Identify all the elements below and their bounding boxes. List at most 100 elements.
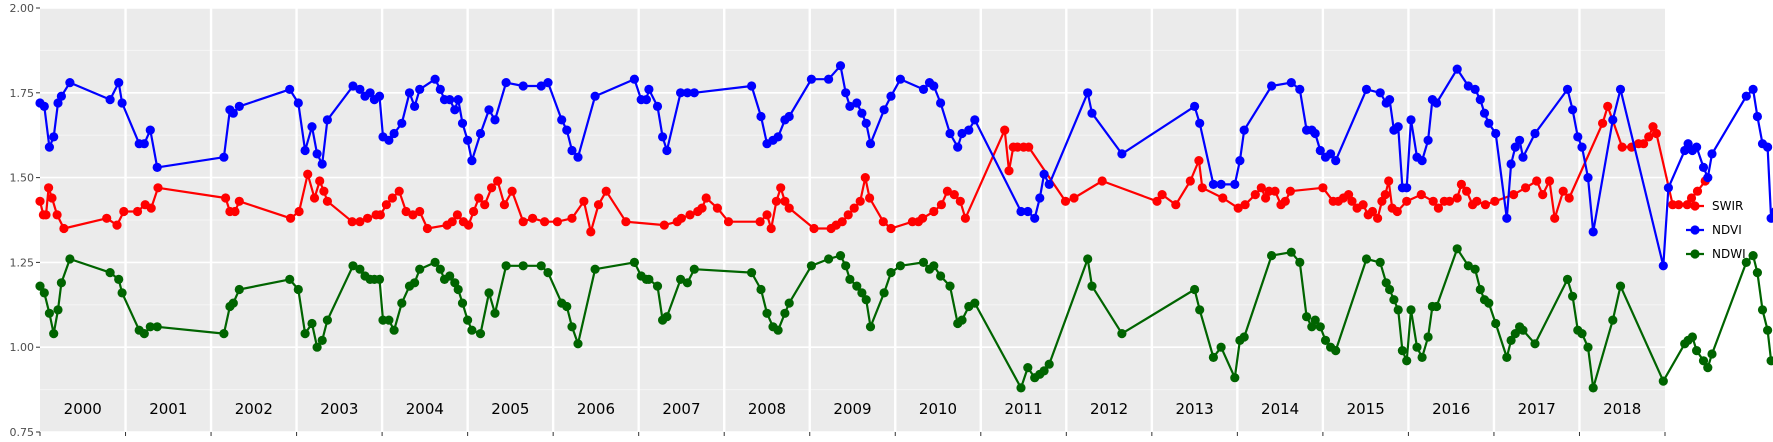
data-point	[552, 217, 563, 227]
data-point	[1235, 156, 1245, 166]
data-point	[312, 149, 322, 159]
data-point	[747, 268, 757, 278]
legend-item-ndvi: NDVI	[1686, 223, 1742, 237]
data-point	[1016, 383, 1026, 393]
data-point	[1385, 284, 1395, 295]
data-point	[374, 274, 385, 284]
data-point	[1347, 196, 1357, 206]
data-point	[682, 278, 693, 288]
data-point	[852, 281, 862, 291]
data-point	[457, 118, 468, 128]
data-point	[65, 78, 75, 88]
data-point	[685, 210, 695, 220]
data-point	[1748, 84, 1758, 94]
data-point	[300, 329, 310, 339]
data-point	[1423, 332, 1433, 342]
data-point	[949, 190, 959, 200]
data-point	[1397, 346, 1407, 356]
data-point	[1185, 176, 1195, 186]
data-point	[381, 200, 391, 210]
data-point	[56, 278, 66, 288]
data-point	[139, 139, 149, 149]
year-label: 2011	[1004, 400, 1042, 418]
data-point	[1171, 200, 1181, 210]
data-point	[445, 95, 455, 105]
data-point	[841, 261, 851, 271]
data-point	[484, 288, 494, 298]
data-point	[1428, 196, 1438, 206]
data-point	[659, 220, 669, 230]
data-point	[114, 78, 124, 88]
data-point	[1239, 332, 1249, 342]
year-label: 2012	[1090, 400, 1128, 418]
y-tick-label: 1.75	[10, 87, 35, 100]
data-point	[1197, 183, 1207, 193]
legend: SWIR NDVI NDWI	[1686, 199, 1746, 261]
year-label: 2006	[577, 400, 615, 418]
data-point	[410, 278, 420, 288]
data-point	[644, 274, 654, 284]
data-point	[1310, 128, 1320, 139]
year-label: 2014	[1261, 400, 1299, 418]
data-point	[463, 135, 473, 145]
data-point	[536, 261, 546, 271]
data-point	[1480, 200, 1490, 210]
data-point	[1286, 247, 1296, 257]
data-point	[953, 142, 963, 152]
data-point	[105, 95, 115, 105]
data-point	[1568, 291, 1578, 301]
data-point	[469, 206, 479, 217]
data-point	[1402, 356, 1412, 366]
data-point	[1083, 88, 1093, 98]
data-point	[221, 193, 231, 203]
legend-key-point	[1690, 225, 1700, 235]
data-point	[1703, 173, 1713, 183]
data-point	[918, 84, 929, 94]
data-point	[1367, 206, 1378, 217]
data-point	[1256, 183, 1266, 193]
data-point	[835, 251, 846, 261]
data-point	[293, 284, 303, 295]
data-point	[1208, 179, 1218, 189]
data-point	[849, 203, 859, 213]
year-label: 2004	[406, 400, 444, 418]
data-point	[936, 200, 947, 210]
data-point	[139, 329, 149, 339]
data-point	[415, 84, 425, 94]
data-point	[593, 200, 604, 210]
data-point	[562, 125, 572, 135]
data-point	[852, 98, 862, 108]
data-point	[1617, 142, 1627, 152]
data-point	[780, 308, 790, 318]
data-point	[652, 281, 663, 291]
data-point	[886, 223, 896, 234]
data-point	[53, 98, 63, 108]
data-point	[490, 115, 500, 125]
data-point	[1692, 186, 1703, 196]
data-point	[365, 88, 375, 98]
data-point	[652, 101, 663, 111]
data-point	[567, 145, 577, 156]
data-point	[234, 101, 244, 111]
data-point	[1510, 142, 1520, 152]
data-point	[1302, 312, 1312, 322]
legend-item-ndwi: NDWI	[1686, 247, 1746, 261]
data-point	[1393, 305, 1403, 315]
data-point	[601, 186, 611, 196]
data-point	[1000, 125, 1010, 135]
series-ndwi	[35, 244, 1773, 393]
data-point	[784, 203, 794, 213]
data-point	[53, 305, 63, 315]
data-point	[766, 223, 776, 234]
data-point	[1741, 91, 1751, 101]
data-point	[1432, 301, 1442, 312]
data-point	[47, 193, 57, 203]
data-point	[1402, 183, 1412, 193]
data-point	[1562, 274, 1573, 284]
data-point	[1683, 139, 1693, 149]
data-point	[1230, 179, 1240, 189]
data-point	[1315, 322, 1325, 332]
data-point	[315, 176, 325, 186]
data-point	[415, 206, 425, 217]
data-point	[152, 162, 162, 172]
